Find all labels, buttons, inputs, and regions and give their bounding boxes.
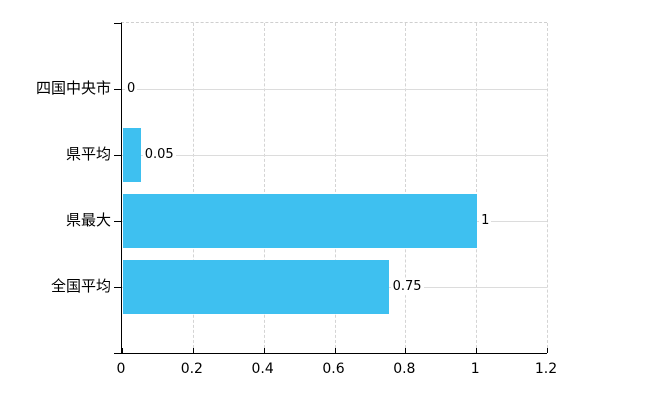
category-label: 県平均 xyxy=(65,144,111,163)
x-axis-tick-label: 0.8 xyxy=(393,361,416,377)
x-axis-tick-mark xyxy=(547,348,548,353)
gridline-horizontal xyxy=(122,155,547,156)
gridline-vertical xyxy=(547,23,548,353)
x-axis-tick-label: 0.6 xyxy=(322,361,345,377)
x-axis-tick-label: 0.4 xyxy=(251,361,274,377)
x-axis-tick-label: 0.2 xyxy=(180,361,203,377)
bar-value-label: 1 xyxy=(479,213,492,229)
y-axis-tick-mark xyxy=(114,221,122,222)
y-axis-tick-mark xyxy=(114,23,122,24)
x-axis-tick-mark xyxy=(476,348,478,353)
gridline-vertical xyxy=(476,23,478,353)
bar-value-label: 0.75 xyxy=(390,279,424,295)
gridline-horizontal xyxy=(122,89,547,90)
bar xyxy=(123,194,478,248)
x-axis-tick-mark xyxy=(334,348,336,353)
y-axis-tick-mark xyxy=(114,89,122,90)
x-axis-tick-label: 0 xyxy=(116,361,126,377)
gridline-vertical xyxy=(192,23,194,353)
bar-value-label: 0 xyxy=(125,81,138,97)
x-axis-tick-label: 1.2 xyxy=(534,361,558,377)
x-axis-tick-mark xyxy=(263,348,265,353)
x-axis-tick-mark xyxy=(192,348,194,353)
y-axis-tick-mark xyxy=(114,287,122,288)
bar-value-label: 0.05 xyxy=(142,147,176,163)
x-axis-tick-mark xyxy=(405,348,407,353)
gridline-vertical xyxy=(263,23,265,353)
y-axis-tick-mark xyxy=(114,155,122,156)
x-axis-tick-mark xyxy=(122,348,123,353)
category-label: 県最大 xyxy=(65,210,111,229)
gridline-vertical xyxy=(405,23,407,353)
gridline-vertical xyxy=(334,23,336,353)
plot-area: 0 0.05 1 0.75 xyxy=(114,22,548,354)
category-label: 四国中央市 xyxy=(35,78,111,97)
x-axis-tick-label: 1 xyxy=(470,361,480,377)
y-axis-tick-mark xyxy=(114,353,122,354)
category-label: 全国平均 xyxy=(50,276,111,295)
bar xyxy=(123,128,141,182)
bar xyxy=(123,260,389,314)
